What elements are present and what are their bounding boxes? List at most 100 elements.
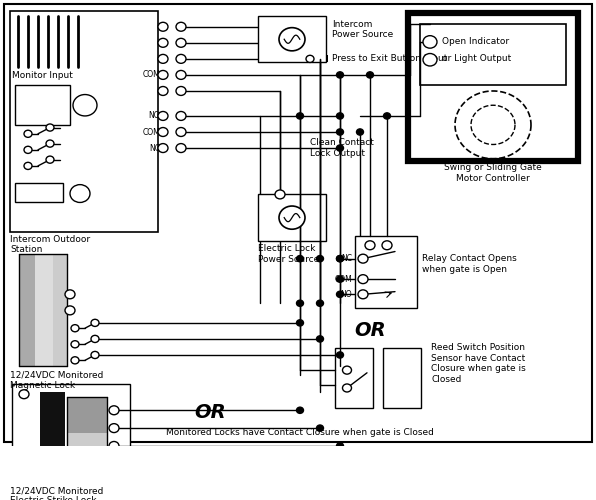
Text: NC: NC [341,254,352,263]
Circle shape [337,113,343,119]
Bar [355,236,417,308]
Circle shape [73,94,97,116]
Circle shape [71,340,79,348]
Bar [12,384,130,482]
Circle shape [70,184,90,202]
Circle shape [158,38,168,48]
Text: Electric Lock
Power Source: Electric Lock Power Source [258,244,319,264]
Circle shape [158,128,168,136]
Text: Reed Switch Position
Sensor have Contact
Closure when gate is
Closed: Reed Switch Position Sensor have Contact… [431,344,526,384]
Circle shape [316,300,324,306]
Circle shape [356,129,364,135]
Circle shape [46,124,54,131]
Bar [320,56,328,62]
Circle shape [176,112,186,120]
Circle shape [423,54,437,66]
Circle shape [158,112,168,120]
Text: COM: COM [142,128,160,136]
Circle shape [71,357,79,364]
Text: COM: COM [142,70,160,80]
Circle shape [296,407,303,414]
Circle shape [296,256,303,262]
Circle shape [337,276,343,282]
Text: Intercom
Power Source: Intercom Power Source [332,20,393,39]
Text: NO: NO [148,112,160,120]
Text: Press to Exit Button Input: Press to Exit Button Input [332,54,448,64]
Circle shape [296,113,303,119]
Circle shape [337,72,343,78]
Circle shape [43,462,51,469]
Circle shape [158,70,168,80]
Circle shape [78,463,86,470]
Text: Monitor Input: Monitor Input [12,72,73,80]
Text: Relay Contact Opens
when gate is Open: Relay Contact Opens when gate is Open [422,254,517,274]
Circle shape [71,324,79,332]
Circle shape [337,291,343,298]
Circle shape [46,156,54,163]
Circle shape [337,256,343,262]
Circle shape [58,469,66,476]
Bar [335,348,373,408]
Circle shape [176,70,186,80]
Circle shape [423,36,437,48]
Text: NO: NO [340,290,352,299]
Text: NC: NC [149,144,160,152]
Circle shape [176,86,186,96]
Circle shape [176,128,186,136]
Circle shape [337,145,343,151]
Bar [40,392,65,460]
Circle shape [365,241,375,250]
Bar [19,254,35,366]
Circle shape [158,86,168,96]
Circle shape [337,129,343,135]
Text: OR: OR [354,320,386,340]
Circle shape [367,72,374,78]
Circle shape [109,424,119,432]
Bar [35,254,53,366]
Text: Open Indicator: Open Indicator [442,36,509,46]
Circle shape [358,274,368,283]
Text: COM: COM [334,274,352,283]
Circle shape [316,336,324,342]
Circle shape [176,54,186,64]
Circle shape [158,22,168,31]
Text: Monitored Locks have Contact Closure when gate is Closed: Monitored Locks have Contact Closure whe… [166,428,434,437]
Circle shape [65,290,75,299]
Circle shape [316,425,324,431]
Circle shape [343,366,352,374]
Circle shape [296,320,303,326]
Circle shape [109,406,119,414]
Circle shape [306,56,314,62]
Text: Swing or Sliding Gate
Motor Controller: Swing or Sliding Gate Motor Controller [444,163,542,182]
Circle shape [158,144,168,152]
Bar [67,432,107,455]
Bar [258,16,326,62]
Bar [15,183,63,203]
Circle shape [316,256,324,262]
Circle shape [91,336,99,342]
Circle shape [158,54,168,64]
Bar [15,84,70,125]
Circle shape [275,190,285,199]
Circle shape [24,130,32,138]
Circle shape [358,290,368,299]
Text: Clean Contact
Lock Output: Clean Contact Lock Output [310,138,374,158]
Bar [10,10,158,232]
Circle shape [65,306,75,315]
Bar [53,254,67,366]
Circle shape [91,320,99,326]
Text: or Light Output: or Light Output [442,54,511,64]
Circle shape [383,113,390,119]
Circle shape [46,140,54,147]
Circle shape [109,442,119,450]
Circle shape [24,146,32,154]
Circle shape [343,384,352,392]
Text: 12/24VDC Monitored
Electric Strike Lock: 12/24VDC Monitored Electric Strike Lock [10,486,103,500]
Text: 12/24VDC Monitored
Magnetic Lock: 12/24VDC Monitored Magnetic Lock [10,370,103,390]
Bar [408,14,578,160]
Circle shape [337,256,343,262]
Bar [420,24,566,84]
Circle shape [337,352,343,358]
Circle shape [19,390,29,398]
Circle shape [63,456,71,463]
